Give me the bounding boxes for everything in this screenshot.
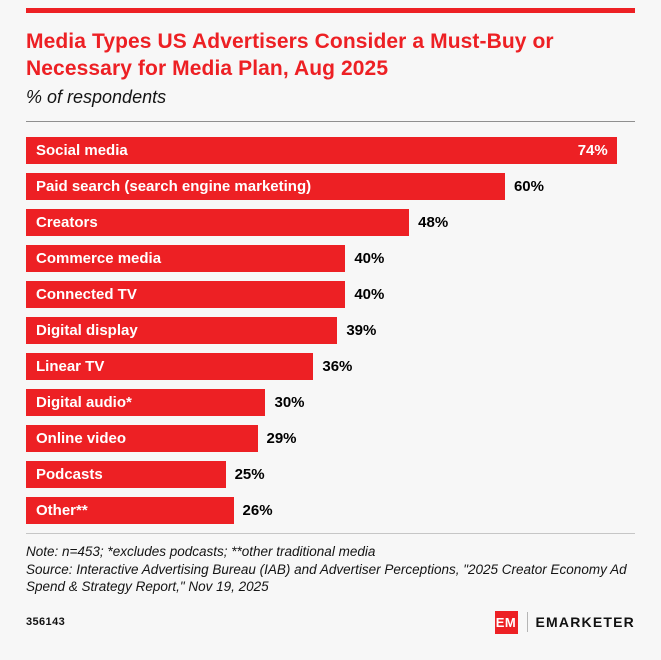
- bar-category-label: Podcasts: [36, 466, 103, 483]
- page-title: Media Types US Advertisers Consider a Mu…: [26, 30, 554, 80]
- bar-value-label: 48%: [418, 214, 449, 231]
- chart-id: 356143: [26, 616, 66, 628]
- bar-value-label: 29%: [266, 430, 297, 447]
- bar-row: Connected TV 40%: [26, 281, 635, 308]
- bar-row: Social media 74%: [26, 137, 635, 164]
- bar: Linear TV: [26, 353, 314, 380]
- bar-value-label: 40%: [354, 250, 385, 267]
- note-text: Note: n=453; *excludes podcasts; **other…: [26, 544, 376, 559]
- bar-value-label: 36%: [322, 358, 353, 375]
- bar: Digital audio*: [26, 389, 266, 416]
- bar: Commerce media: [26, 245, 346, 272]
- bar-row: Online video 29%: [26, 425, 635, 452]
- logo-wordmark: EMARKETER: [535, 614, 635, 630]
- notes-divider: [26, 533, 635, 534]
- bar-row: Digital display 39%: [26, 317, 635, 344]
- bar-row: Commerce media 40%: [26, 245, 635, 272]
- bar: Creators: [26, 209, 410, 236]
- bar-value-label: 26%: [242, 502, 273, 519]
- bar-value-label: 60%: [513, 178, 544, 195]
- source-text: Source: Interactive Advertising Bureau (…: [26, 561, 627, 595]
- footnotes: Note: n=453; *excludes podcasts; **other…: [26, 543, 635, 596]
- bar-row: Digital audio* 30%: [26, 389, 635, 416]
- bar-category-label: Connected TV: [36, 286, 137, 303]
- bar-category-label: Other**: [36, 502, 88, 519]
- bar-category-label: Paid search (search engine marketing): [36, 178, 312, 195]
- bar-category-label: Online video: [36, 430, 127, 447]
- bar-row: Creators 48%: [26, 209, 635, 236]
- header-divider: [26, 121, 635, 122]
- bar: Digital display: [26, 317, 338, 344]
- bar-row: Podcasts 25%: [26, 461, 635, 488]
- bar-value-label: 40%: [354, 286, 385, 303]
- bar-row: Other** 26%: [26, 497, 635, 524]
- bar: Other**: [26, 497, 234, 524]
- bar: Online video: [26, 425, 258, 452]
- bar-value-label: 25%: [234, 466, 265, 483]
- bar-category-label: Digital display: [36, 322, 138, 339]
- bar-value-label: 74%: [577, 142, 608, 159]
- logo-divider: [526, 612, 528, 632]
- bar: Social media 74%: [26, 137, 617, 164]
- bar-row: Paid search (search engine marketing) 60%: [26, 173, 635, 200]
- top-accent-rule: [26, 8, 635, 13]
- emarketer-logo: EM EMARKETER: [494, 610, 635, 634]
- bar: Podcasts: [26, 461, 226, 488]
- em-logo-icon: EM: [494, 610, 518, 634]
- bar-value-label: 39%: [346, 322, 377, 339]
- bar-category-label: Commerce media: [36, 250, 162, 267]
- bar-category-label: Linear TV: [36, 358, 105, 375]
- footer-row: 356143 EM EMARKETER: [26, 610, 635, 634]
- bar-chart: Social media 74% Paid search (search engin…: [26, 137, 635, 524]
- chart-subtitle: % of respondents: [26, 87, 167, 107]
- bar-category-label: Digital audio*: [36, 394, 132, 411]
- bar-row: Linear TV 36%: [26, 353, 635, 380]
- bar: Connected TV: [26, 281, 346, 308]
- bar-category-label: Social media: [36, 142, 128, 159]
- bar-value-label: 30%: [274, 394, 305, 411]
- bar-category-label: Creators: [36, 214, 98, 231]
- bar: Paid search (search engine marketing): [26, 173, 505, 200]
